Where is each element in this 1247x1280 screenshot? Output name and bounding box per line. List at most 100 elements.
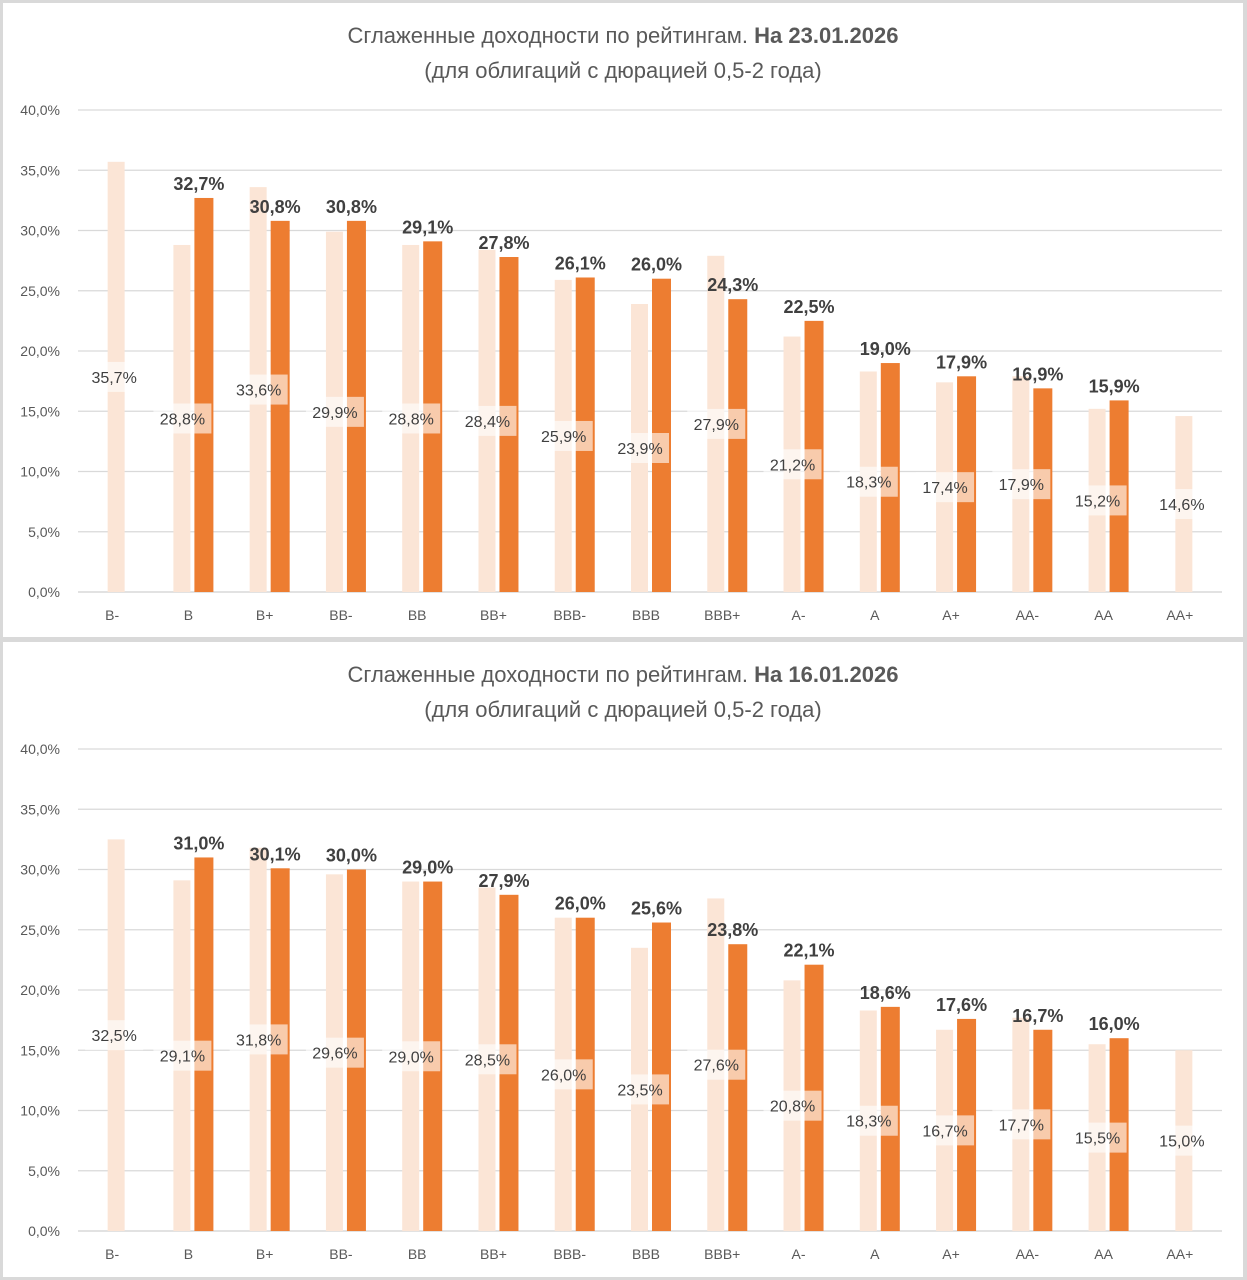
data-label-background [1152, 1125, 1211, 1156]
data-label-background [611, 433, 669, 464]
data-label-previous: 23,5% [617, 1082, 662, 1099]
data-label-previous: 29,0% [389, 1049, 434, 1066]
data-label-current: 30,8% [326, 197, 377, 217]
data-label-background [229, 1024, 288, 1055]
data-label-current: 29,1% [402, 217, 453, 237]
data-label-background [85, 361, 144, 392]
chart-title-date: На 16.01.2026 [754, 662, 899, 687]
y-tick-label: 40,0% [20, 102, 60, 118]
data-label-background [839, 466, 898, 497]
data-label-background [916, 1115, 975, 1146]
data-label-background [229, 374, 288, 405]
data-label-previous: 21,2% [770, 457, 815, 474]
data-label-current: 16,9% [1012, 364, 1063, 384]
data-label-background [153, 1040, 212, 1071]
data-label-current: 23,8% [707, 920, 758, 940]
data-label-background [687, 1049, 746, 1080]
bar-chart-23-01: 0,0% 5,0% 10,0% 15,0% 20,0% 25,0% 30,0% 35,0% 40… [20, 102, 1222, 623]
data-label-current: 16,7% [1012, 1006, 1063, 1026]
y-tick-label: 20,0% [20, 343, 60, 359]
bar-current [194, 197, 214, 592]
x-tick-label: AA- [1016, 607, 1040, 623]
data-label-previous: 16,7% [922, 1123, 967, 1140]
x-tick-label: B- [105, 607, 119, 623]
chart-subtitle: (для облигаций с дюрацией 0,5-2 года) [424, 58, 822, 83]
data-label-background [1152, 489, 1211, 520]
data-label-current: 31,0% [173, 833, 224, 853]
data-label-previous: 18,3% [846, 1114, 891, 1131]
data-label-current: 26,0% [631, 255, 682, 275]
chart-title: Сглаженные доходности по рейтингам. На 1… [3, 658, 1243, 692]
x-tick-label: A [870, 1246, 880, 1262]
data-label-previous: 33,6% [236, 383, 281, 400]
data-label-previous: 15,2% [1075, 493, 1120, 510]
x-tick-label: A- [792, 1246, 806, 1262]
x-tick-label: BB- [329, 1246, 353, 1262]
data-label-background [153, 403, 212, 434]
y-tick-label: 20,0% [20, 982, 60, 998]
x-tick-label: B [184, 607, 193, 623]
data-label-background [687, 408, 746, 439]
y-tick-label: 40,0% [20, 741, 60, 757]
y-tick-label: 5,0% [28, 524, 60, 540]
data-label-previous: 15,0% [1159, 1134, 1204, 1151]
data-label-background [916, 472, 975, 503]
data-label-background [1068, 1122, 1127, 1153]
data-label-previous: 32,5% [91, 1028, 136, 1045]
data-label-current: 27,9% [478, 871, 529, 891]
bar-current [728, 299, 748, 592]
data-label-current: 30,8% [250, 197, 301, 217]
data-label-background [458, 1044, 517, 1075]
data-label-current: 15,9% [1089, 376, 1140, 396]
x-tick-label: BBB- [553, 607, 586, 623]
x-tick-label: AA [1094, 1246, 1113, 1262]
bar-chart-16-01: 0,0% 5,0% 10,0% 15,0% 20,0% 25,0% 30,0% 35,0% 40… [20, 741, 1222, 1262]
y-tick-label: 30,0% [20, 223, 60, 239]
data-label-previous: 17,7% [999, 1117, 1044, 1134]
data-label-previous: 29,9% [312, 405, 357, 422]
x-tick-label: B+ [256, 1246, 274, 1262]
y-tick-label: 35,0% [20, 801, 60, 817]
data-label-previous: 18,3% [846, 475, 891, 492]
data-label-previous: 35,7% [91, 370, 136, 387]
y-tick-label: 10,0% [20, 464, 60, 480]
x-tick-label: AA+ [1166, 1246, 1193, 1262]
data-label-previous: 28,5% [465, 1052, 510, 1069]
data-label-previous: 15,5% [1075, 1131, 1120, 1148]
x-tick-label: A+ [942, 1246, 960, 1262]
x-tick-label: BB [408, 1246, 427, 1262]
y-tick-label: 25,0% [20, 922, 60, 938]
data-label-background [1068, 485, 1127, 516]
data-label-background [839, 1105, 898, 1136]
data-label-background [534, 1059, 593, 1090]
data-label-current: 32,7% [173, 174, 224, 194]
data-label-previous: 14,6% [1159, 497, 1204, 514]
data-label-background [992, 1109, 1051, 1140]
bar-current [728, 944, 748, 1231]
chart-subtitle: (для облигаций с дюрацией 0,5-2 года) [424, 697, 822, 722]
data-label-background [305, 396, 364, 427]
x-tick-label: BB+ [480, 1246, 507, 1262]
y-tick-label: 30,0% [20, 862, 60, 878]
data-label-previous: 28,8% [389, 411, 434, 428]
x-tick-label: BB- [329, 607, 353, 623]
y-tick-label: 35,0% [20, 162, 60, 178]
data-label-current: 27,8% [478, 233, 529, 253]
data-label-previous: 17,9% [999, 477, 1044, 494]
bar-current [270, 220, 290, 593]
x-tick-label: BBB [632, 607, 660, 623]
x-tick-label: A [870, 607, 880, 623]
data-label-previous: 20,8% [770, 1099, 815, 1116]
data-label-background [992, 469, 1051, 500]
x-tick-label: AA+ [1166, 607, 1193, 623]
data-label-current: 26,0% [555, 894, 606, 914]
data-label-background [458, 405, 517, 436]
data-label-previous: 26,0% [541, 1067, 586, 1084]
x-tick-label: BBB [632, 1246, 660, 1262]
data-label-current: 22,1% [784, 941, 835, 961]
data-label-background [763, 1090, 822, 1121]
data-label-current: 26,1% [555, 253, 606, 273]
data-label-previous: 28,8% [160, 411, 205, 428]
x-tick-label: BBB+ [704, 1246, 740, 1262]
data-label-current: 17,9% [936, 352, 987, 372]
